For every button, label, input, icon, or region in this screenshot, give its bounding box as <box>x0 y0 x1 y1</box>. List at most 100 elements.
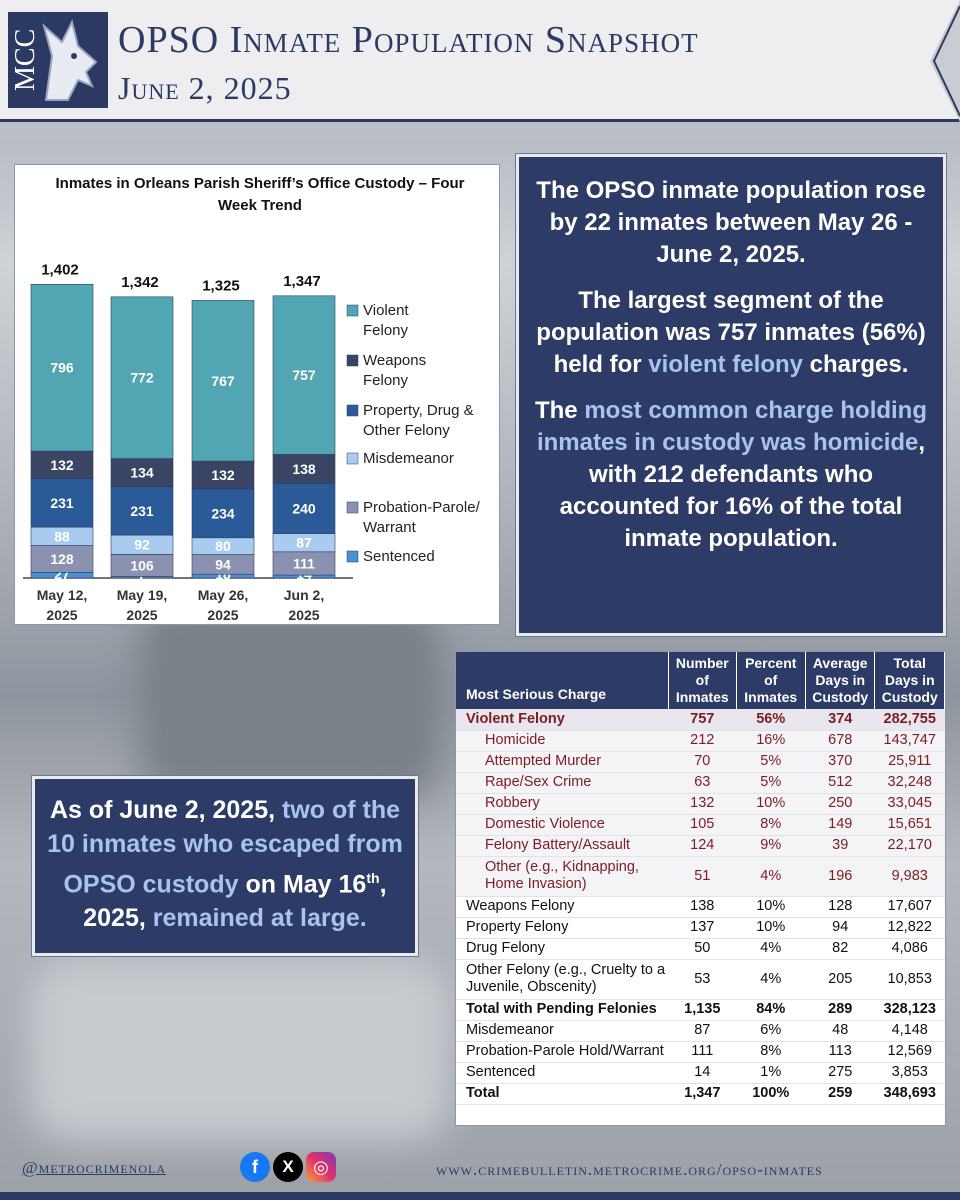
total-label: 1,342 <box>121 274 159 291</box>
charge-label: Violent Felony <box>456 709 669 731</box>
table-cell: 87 <box>668 1020 736 1042</box>
table-cell: 4% <box>736 959 806 1000</box>
charge-label: Other Felony (e.g., Cruelty to a Juvenil… <box>456 959 669 1000</box>
category-label: May 12, <box>37 587 88 603</box>
table-cell: 128 <box>805 896 875 918</box>
table-cell: 94 <box>805 917 875 939</box>
table-cell: 205 <box>805 959 875 1000</box>
charges-table: Most Serious Charge Number of Inmates Pe… <box>456 652 945 1105</box>
legend-label: Felony <box>363 322 409 339</box>
charge-label: Attempted Murder <box>456 751 669 773</box>
table-cell: 33,045 <box>874 793 945 815</box>
table-cell: 259 <box>805 1083 875 1105</box>
escape-notice: As of June 2, 2025, two of the 10 inmate… <box>45 793 405 935</box>
data-label: 92 <box>134 537 150 553</box>
header-total-days: Total Days in Custody <box>874 652 945 709</box>
table-cell: 9% <box>736 835 806 857</box>
charge-label: Homicide <box>456 730 669 752</box>
data-label: 128 <box>50 551 74 567</box>
background-shape <box>30 960 450 1140</box>
table-cell: 6% <box>736 1020 806 1042</box>
table-row: Total 1,347 100% 259 348,693 <box>456 1083 945 1105</box>
table-cell: 5% <box>736 772 806 794</box>
escape-highlight: two of the 10 inmates who escaped from O… <box>47 796 403 899</box>
chart-title: Inmates in Orleans Parish Sheriff’s Offi… <box>55 175 465 214</box>
charge-label: Felony Battery/Assault <box>456 835 669 857</box>
data-label: 132 <box>50 457 74 473</box>
table-cell: 82 <box>805 938 875 960</box>
table-cell: 9,983 <box>874 856 945 897</box>
table-row: Felony Battery/Assault 124 9% 39 22,170 <box>456 835 945 857</box>
bar-segment <box>191 300 255 462</box>
table-cell: 25,911 <box>874 751 945 773</box>
facebook-icon[interactable]: f <box>240 1152 270 1182</box>
logo-text: MCC <box>10 28 41 92</box>
data-label: 231 <box>50 495 74 511</box>
data-label: 796 <box>50 360 74 376</box>
table-cell: 512 <box>805 772 875 794</box>
table-cell: 12,569 <box>874 1041 945 1063</box>
header-percent: Percent of Inmates <box>736 652 806 709</box>
table-cell: 17,607 <box>874 896 945 918</box>
social-handle[interactable]: @metrocrimenola <box>22 1158 166 1177</box>
table-cell: 196 <box>805 856 875 897</box>
charges-table-panel: Most Serious Charge Number of Inmates Pe… <box>455 651 946 1126</box>
bar-segment <box>30 450 94 479</box>
footer-bar <box>0 1192 960 1200</box>
mcc-logo: MCC <box>8 12 108 108</box>
table-row: Probation-Parole Hold/Warrant 111 8% 113 12,… <box>456 1041 945 1063</box>
footer-url[interactable]: www.crimebulletin.metrocrime.org/opso-in… <box>436 1160 823 1179</box>
escape-text: As of June 2, 2025, <box>49 796 282 824</box>
table-body: Violent Felony 757 56% 374 282,755 Homicide 21… <box>456 709 945 1105</box>
charge-label: Domestic Violence <box>456 814 669 836</box>
summary-population-change: The OPSO inmate population rose by 22 in… <box>536 177 926 268</box>
legend-swatch <box>346 550 359 563</box>
table-cell: 5% <box>736 751 806 773</box>
legend-label: Property, Drug & <box>363 402 474 419</box>
table-cell: 275 <box>805 1062 875 1084</box>
page-subtitle: June 2, 2025 <box>118 70 292 106</box>
table-cell: 14 <box>668 1062 736 1084</box>
table-cell: 282,755 <box>874 709 945 731</box>
header-banner: MCC OPSO Inmate Population Snapshot June… <box>0 0 960 122</box>
table-cell: 8% <box>736 814 806 836</box>
table-row: Weapons Felony 138 10% 128 17,607 <box>456 896 945 918</box>
table-cell: 10,853 <box>874 959 945 1000</box>
data-label: 138 <box>292 461 316 477</box>
summary-highlight: violent felony <box>648 351 803 378</box>
table-cell: 678 <box>805 730 875 752</box>
table-cell: 113 <box>805 1041 875 1063</box>
table-cell: 10% <box>736 896 806 918</box>
table-cell: 1,135 <box>668 999 736 1021</box>
charge-label: Misdemeanor <box>456 1020 669 1042</box>
table-row: Other (e.g., Kidnapping, Home Invasion) 5… <box>456 856 945 897</box>
escape-text: on May 16 <box>238 870 367 899</box>
charge-label: Total with Pending Felonies <box>456 999 669 1021</box>
category-label: 2025 <box>126 607 157 623</box>
table-cell: 370 <box>805 751 875 773</box>
escape-notice-box: As of June 2, 2025, two of the 10 inmate… <box>32 776 418 956</box>
total-label: 1,402 <box>41 261 79 278</box>
table-cell: 143,747 <box>874 730 945 752</box>
table-cell: 70 <box>668 751 736 773</box>
x-icon[interactable]: X <box>273 1152 303 1182</box>
category-label: 2025 <box>46 607 77 623</box>
summary-text: The <box>534 397 585 424</box>
header-avg-days: Average Days in Custody <box>805 652 876 709</box>
legend-label: Felony <box>363 372 409 389</box>
escape-superscript: th <box>366 870 380 886</box>
legend-swatch <box>346 501 359 514</box>
table-row: Property Felony 137 10% 94 12,822 <box>456 917 945 939</box>
table-cell: 56% <box>736 709 806 731</box>
instagram-icon[interactable]: ◎ <box>306 1152 336 1182</box>
table-row: Robbery 132 10% 250 33,045 <box>456 793 945 815</box>
table-cell: 51 <box>668 856 736 897</box>
chart-panel: Inmates in Orleans Parish Sheriff’s Offi… <box>14 164 500 625</box>
data-label: 111 <box>293 555 315 571</box>
data-label: 87 <box>296 535 312 551</box>
table-cell: 4,086 <box>874 938 945 960</box>
legend-label: Misdemeanor <box>363 450 454 467</box>
category-label: May 19, <box>117 587 168 603</box>
data-label: 80 <box>215 538 231 554</box>
charge-label: Probation-Parole Hold/Warrant <box>456 1041 669 1063</box>
